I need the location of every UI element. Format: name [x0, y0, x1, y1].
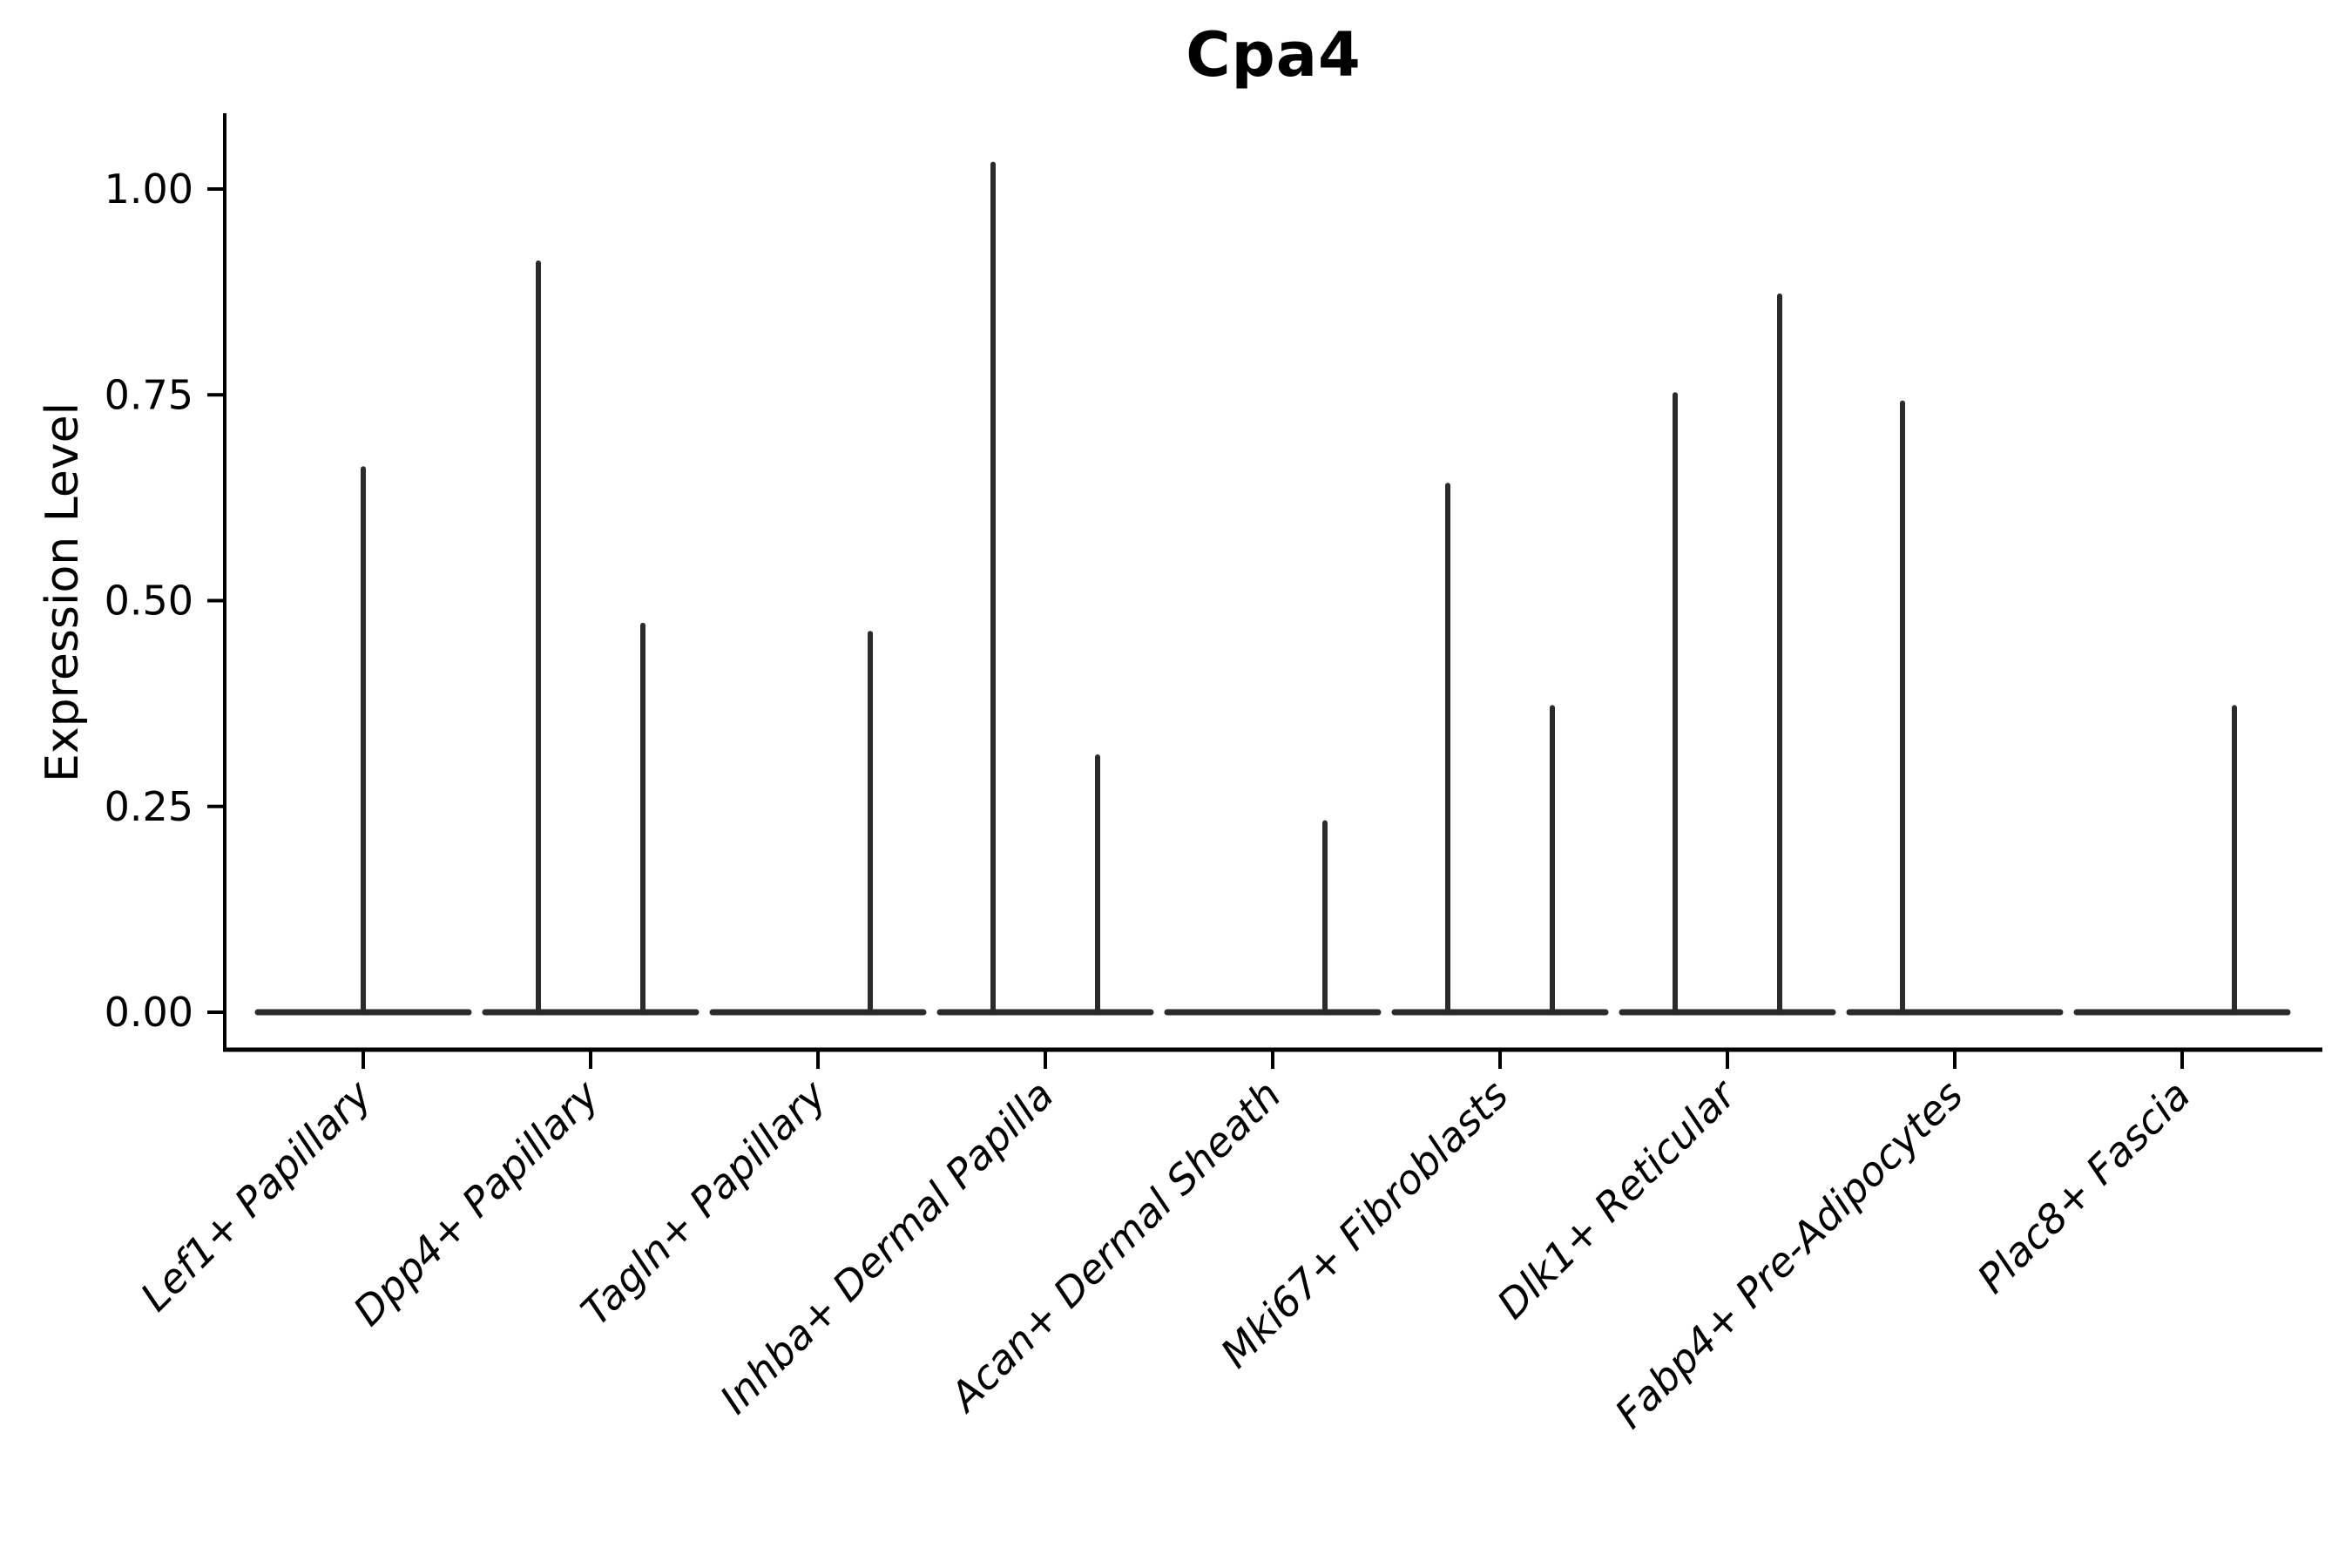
- x-tick-label: Tagln+ Papillary: [571, 1071, 835, 1335]
- y-tick-label: 0.75: [105, 371, 193, 418]
- y-axis-label: Expression Level: [37, 402, 89, 783]
- y-tick-label: 0.00: [105, 989, 193, 1036]
- x-tick-label: Dlk1+ Reticular: [1488, 1069, 1747, 1328]
- y-tick-label: 0.25: [105, 783, 193, 830]
- y-tick-label: 0.50: [105, 578, 193, 625]
- chart-title: Cpa4: [1186, 19, 1362, 91]
- y-tick-label: 1.00: [105, 166, 193, 213]
- x-tick-label: Lef1+ Papillary: [132, 1071, 381, 1320]
- x-tick-label: Plac8+ Fascia: [1968, 1071, 2199, 1302]
- x-tick-label: Dpp4+ Papillary: [344, 1071, 608, 1335]
